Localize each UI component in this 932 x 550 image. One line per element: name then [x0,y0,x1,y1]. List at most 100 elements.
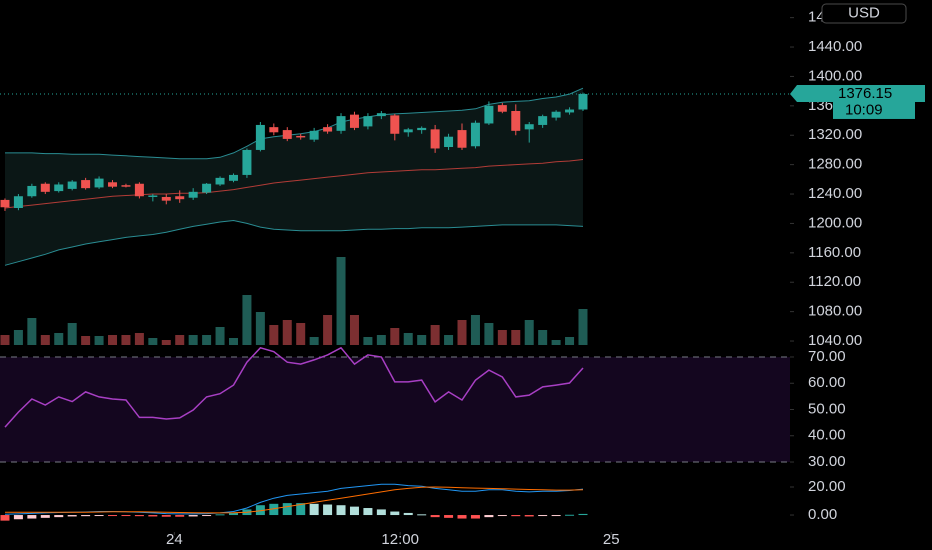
candle-body [551,111,561,118]
macd-histogram-bar [94,515,104,517]
macd-histogram-bar [430,515,440,518]
macd-histogram-bar [309,503,319,516]
macd-histogram-bar [497,515,507,517]
macd-histogram-bar [54,515,64,518]
macd-tick-label: 0.00 [808,506,837,523]
volume-bar [444,335,454,345]
volume-bar [390,328,400,345]
x-tick-label: 24 [166,531,183,548]
y-tick-label: 1400.00 [808,67,862,84]
macd-histogram-bar [175,515,185,517]
volume-bar [228,338,238,345]
candle-body [417,127,427,131]
rsi-line [4,347,584,428]
candle-body [296,135,306,138]
candle-body [134,183,144,197]
bollinger-upper [5,87,584,160]
macd-histogram-bar [336,505,346,516]
rsi-band [0,356,790,463]
macd-pane [0,483,588,521]
macd-histogram-bar [457,515,467,519]
macd-histogram-bar [349,506,359,516]
candle-body [269,127,279,133]
candle-body [67,181,77,189]
volume-bar [511,330,521,345]
candle-body [470,122,480,147]
countdown-box [833,101,915,119]
volume-bar [565,337,575,345]
candle-body [538,116,548,125]
macd-histogram-bar [188,515,198,517]
volume-bar [0,335,10,345]
macd-histogram-bar [323,504,333,516]
candle-body [524,124,534,130]
rsi-tick-label: 30.00 [808,453,846,470]
candle-body [349,114,359,128]
signal-line [5,486,584,514]
plot-area: 24 12:00 25 [0,87,790,548]
candle-body [484,105,494,124]
candle-body [27,185,37,197]
x-tick-label: 12:00 [381,531,419,548]
y-tick-label: 1200.00 [808,214,862,231]
volume-bar [457,320,467,345]
volume-bar [202,335,212,345]
candle-body [202,183,212,193]
candle-body [81,180,91,189]
candle-body [282,130,292,139]
candle-body [255,124,265,150]
candle-body [40,183,50,192]
macd-histogram-bar [67,515,77,517]
macd-histogram-bar [202,515,212,517]
price-pane [0,87,588,345]
y-tick-label: 1240.00 [808,185,862,202]
macd-histogram-bar [363,508,373,516]
candle-body [565,109,575,113]
macd-histogram-bar [538,515,548,517]
volume-bar [81,336,91,345]
volume-bar [40,335,50,345]
volume-bar [121,335,131,345]
volume-bar [323,315,333,345]
macd-histogram-bar [551,515,561,517]
volume-bar [13,330,23,345]
bollinger-fill [4,88,583,266]
macd-histogram-bar [470,515,480,519]
candle-body [376,113,386,117]
volume-bar [551,340,561,345]
volume-bar [403,333,413,345]
y-tick-label: 1080.00 [808,303,862,320]
volume-bar [309,337,319,345]
volume-bar [470,315,480,345]
candle-body [242,149,252,175]
candle-body [161,196,171,201]
candle-body [497,105,507,112]
volume-bar [538,330,548,345]
macd-histogram-bar [134,515,144,517]
volume-bar [148,338,158,345]
macd-histogram-bar [108,515,118,517]
volume-bar [27,318,37,345]
macd-histogram-bar [417,514,427,516]
macd-histogram-bar [255,505,265,516]
candle-body [403,129,413,133]
macd-histogram-bar [524,515,534,517]
rsi-tick-label: 40.00 [808,427,846,444]
macd-histogram-bar [296,503,306,516]
candle-body [121,185,131,187]
candle-body [578,93,588,110]
countdown-label: 10:09 [845,101,883,118]
volume-bar [242,295,252,345]
candle-body [444,136,454,147]
candle-body [148,195,158,197]
candle-body [323,127,333,132]
volume-bar [282,320,292,345]
macd-tick-label: 20.00 [808,478,846,495]
rsi-tick-label: 50.00 [808,400,846,417]
rsi-pane [0,347,790,463]
price-axis: 1480.001440.001400.001360.001320.001280.… [790,3,925,523]
candle-body [430,129,440,149]
volume-bar [269,325,279,345]
